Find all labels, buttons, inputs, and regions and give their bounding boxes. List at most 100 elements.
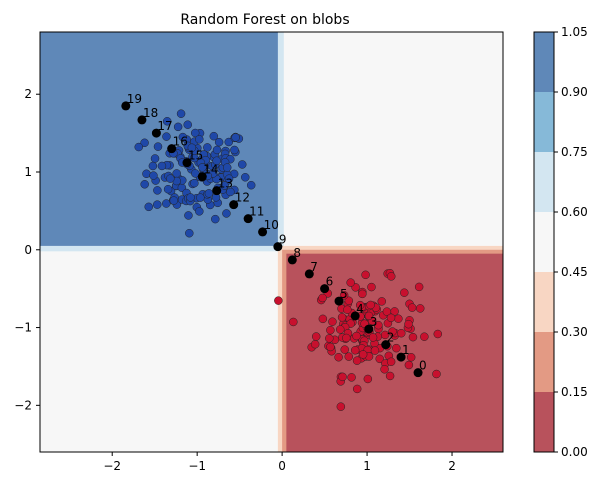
y-tick-label: 0 bbox=[24, 243, 32, 257]
path-point-11 bbox=[243, 214, 253, 224]
blue-cluster-point bbox=[162, 117, 172, 126]
red-cluster-point bbox=[380, 365, 389, 374]
red-cluster-point bbox=[397, 328, 406, 338]
red-cluster-point bbox=[355, 300, 365, 310]
red-cluster-point bbox=[344, 296, 354, 306]
blue-cluster-point bbox=[214, 137, 224, 147]
red-cluster-point bbox=[336, 402, 346, 411]
chart-title: Random Forest on blobs bbox=[180, 12, 349, 28]
red-cluster-point bbox=[385, 371, 395, 381]
blue-cluster-point bbox=[190, 178, 199, 188]
red-cluster-point bbox=[415, 304, 425, 313]
path-point-0 bbox=[413, 368, 423, 378]
red-cluster-point bbox=[363, 374, 373, 384]
path-point-label-16: 16 bbox=[173, 135, 188, 149]
red-cluster-point bbox=[343, 305, 352, 314]
path-point-6 bbox=[320, 284, 330, 294]
blue-cluster-point bbox=[134, 142, 143, 152]
path-point-18 bbox=[137, 115, 147, 125]
red-cluster-point bbox=[392, 343, 401, 353]
red-cluster-point bbox=[325, 334, 334, 343]
y-axis: −2 −1 0 1 2 bbox=[14, 87, 40, 412]
path-point-2 bbox=[381, 340, 391, 350]
colorbar-tick-label: 0.30 bbox=[561, 325, 588, 339]
colorbar-tick-label: 0.15 bbox=[561, 385, 588, 399]
blue-cluster-point bbox=[144, 202, 153, 212]
y-tick-label: 1 bbox=[24, 165, 32, 179]
blue-cluster-point bbox=[196, 193, 205, 202]
x-tick-label: 0 bbox=[278, 459, 286, 473]
red-cluster-point bbox=[382, 307, 392, 316]
path-point-label-0: 0 bbox=[419, 359, 427, 373]
blue-cluster-point bbox=[185, 228, 194, 238]
colorbar: 0.00 0.15 0.30 0.45 0.60 0.75 0.90 1.05 bbox=[533, 25, 588, 459]
blue-cluster-point bbox=[241, 173, 250, 182]
blue-cluster-point bbox=[157, 161, 167, 171]
blue-cluster-point bbox=[226, 187, 235, 197]
red-cluster-point bbox=[400, 288, 409, 297]
x-tick-label: 2 bbox=[448, 459, 456, 473]
blue-cluster-point bbox=[204, 189, 214, 198]
red-cluster-point bbox=[340, 345, 349, 354]
x-tick-label: −2 bbox=[103, 459, 121, 473]
red-cluster-point bbox=[347, 373, 356, 382]
x-axis: −2 −1 0 1 2 bbox=[103, 452, 456, 473]
colorbar-band bbox=[534, 392, 554, 452]
red-cluster-point bbox=[386, 313, 396, 323]
red-cluster-point bbox=[326, 325, 335, 335]
red-cluster-point bbox=[420, 332, 429, 341]
path-point-label-6: 6 bbox=[326, 275, 334, 289]
red-cluster-point bbox=[350, 346, 360, 355]
red-cluster-point bbox=[338, 372, 347, 382]
red-cluster-point bbox=[432, 369, 441, 379]
blue-cluster-point bbox=[153, 200, 162, 209]
path-point-label-13: 13 bbox=[218, 177, 233, 191]
blue-cluster-point bbox=[195, 207, 204, 216]
red-cluster-point bbox=[337, 313, 347, 322]
blue-cluster-point bbox=[203, 143, 212, 152]
colorbar-band bbox=[534, 92, 554, 152]
blue-cluster-point bbox=[140, 180, 149, 189]
path-point-label-7: 7 bbox=[310, 260, 318, 274]
path-point-label-12: 12 bbox=[235, 191, 250, 205]
blue-cluster-point bbox=[162, 132, 171, 141]
colorbar-tick-label: 0.45 bbox=[561, 265, 588, 279]
path-point-label-5: 5 bbox=[340, 287, 348, 301]
blue-cluster-point bbox=[149, 171, 158, 180]
plot-frame bbox=[39, 31, 504, 453]
red-cluster-point bbox=[386, 357, 396, 367]
path-point-label-17: 17 bbox=[157, 119, 172, 133]
blue-cluster-point bbox=[183, 120, 192, 129]
path-point-label-8: 8 bbox=[293, 246, 301, 260]
path-point-8 bbox=[287, 255, 297, 265]
path-point-label-18: 18 bbox=[143, 106, 158, 120]
scatter-points bbox=[134, 109, 443, 411]
red-cluster-point bbox=[374, 320, 383, 330]
path-point-16 bbox=[167, 144, 177, 154]
red-cluster-point bbox=[326, 342, 335, 352]
red-cluster-point bbox=[310, 339, 320, 349]
red-cluster-point bbox=[366, 300, 375, 310]
red-cluster-point bbox=[352, 331, 361, 341]
path-point-label-3: 3 bbox=[370, 315, 378, 329]
y-tick-label: −2 bbox=[14, 398, 32, 412]
colorbar-tick-label: 1.05 bbox=[561, 25, 588, 39]
path-point-4 bbox=[350, 311, 360, 321]
blue-cluster-point bbox=[184, 211, 193, 220]
red-cluster-point bbox=[342, 333, 351, 343]
path-point-label-9: 9 bbox=[279, 233, 287, 247]
blue-cluster-point bbox=[142, 169, 151, 179]
blue-cluster-point bbox=[195, 135, 204, 144]
red-cluster-point bbox=[311, 332, 321, 341]
colorbar-band bbox=[534, 332, 554, 392]
red-cluster-point bbox=[358, 289, 367, 299]
red-cluster-point bbox=[361, 270, 370, 280]
red-cluster-point bbox=[318, 314, 328, 324]
colorbar-band bbox=[534, 32, 554, 92]
colorbar-frame bbox=[533, 31, 555, 453]
colorbar-band bbox=[534, 152, 554, 212]
red-cluster-point bbox=[352, 356, 362, 365]
blue-cluster-point bbox=[220, 181, 229, 190]
